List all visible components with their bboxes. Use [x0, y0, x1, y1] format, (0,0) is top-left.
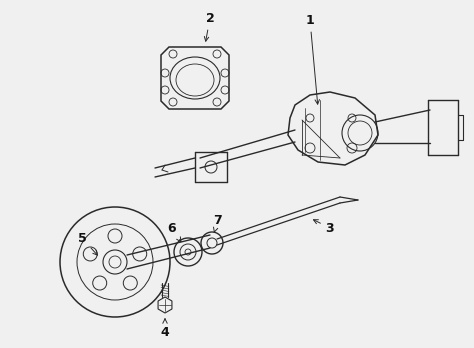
Text: 7: 7 [213, 214, 222, 232]
Text: 1: 1 [306, 14, 319, 104]
Text: 4: 4 [161, 319, 169, 339]
Text: 3: 3 [313, 220, 334, 235]
Text: 5: 5 [78, 231, 98, 255]
Text: 2: 2 [204, 11, 214, 41]
Text: 6: 6 [168, 221, 181, 242]
